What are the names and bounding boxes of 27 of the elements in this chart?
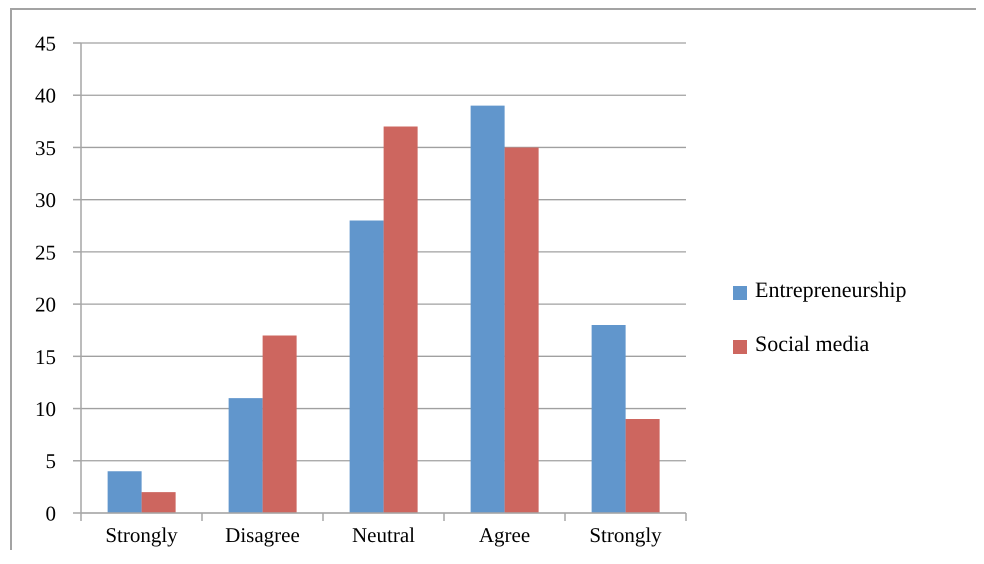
legend-label: Entrepreneurship (755, 277, 906, 302)
y-tick-label: 40 (35, 84, 56, 108)
bar (626, 419, 660, 513)
bar (262, 335, 297, 513)
y-tick-label: 25 (35, 240, 56, 264)
y-tick-label: 10 (35, 397, 56, 422)
bar (470, 106, 505, 513)
bar (108, 471, 142, 513)
x-tick-label: Strongly (105, 523, 178, 547)
bar (592, 325, 626, 513)
x-tick-label: Strongly (589, 523, 662, 547)
legend-label: Social media (755, 331, 870, 356)
bar (142, 492, 176, 513)
bar (504, 147, 539, 513)
bar (228, 398, 263, 513)
y-tick-label: 15 (35, 344, 56, 369)
x-tick-label: Disagree (225, 523, 300, 547)
y-tick-label: 35 (35, 136, 56, 160)
y-tick-label: 30 (35, 188, 56, 212)
y-tick-label: 0 (46, 501, 56, 526)
y-tick-label: 45 (35, 31, 56, 56)
y-tick-label: 5 (46, 449, 56, 474)
y-tick-label: 20 (35, 292, 56, 317)
x-tick-label: Neutral (352, 523, 416, 547)
x-tick-label: Agree (478, 523, 530, 547)
bar (384, 126, 418, 513)
bar (350, 220, 384, 513)
